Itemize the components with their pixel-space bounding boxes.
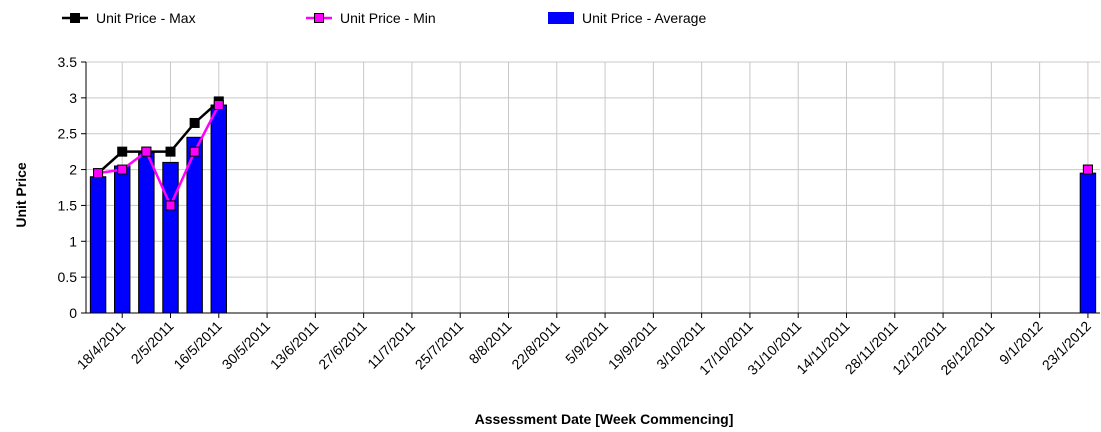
x-tick-label: 19/9/2011 — [605, 318, 660, 373]
x-tick-label: 13/6/2011 — [267, 318, 322, 373]
marker — [117, 146, 128, 157]
line — [98, 105, 1088, 205]
y-tick-label: 0 — [69, 305, 77, 321]
marker — [189, 117, 200, 128]
x-tick-label: 30/5/2011 — [219, 318, 274, 373]
marker — [141, 146, 152, 157]
marker — [117, 164, 128, 175]
line — [98, 101, 1088, 173]
y-tick-label: 3 — [69, 90, 77, 106]
legend-marker — [314, 13, 324, 23]
x-tick-label: 18/4/2011 — [74, 318, 129, 373]
legend-label: Unit Price - Min — [340, 10, 436, 26]
y-tick-label: 1 — [69, 233, 77, 249]
bar — [138, 151, 155, 314]
bar — [210, 104, 228, 314]
x-tick-label: 16/5/2011 — [170, 318, 225, 373]
x-tick-label: 8/8/2011 — [465, 318, 514, 367]
legend: Unit Price - Max Unit Price - Min Unit Pri… — [62, 10, 706, 26]
y-tick-label: 2 — [69, 162, 77, 178]
marker — [165, 146, 176, 157]
x-tick-label: 22/8/2011 — [508, 318, 563, 373]
bar — [186, 136, 203, 314]
y-tick-label: 0.5 — [58, 269, 78, 285]
x-tick-label: 23/1/2012 — [1039, 318, 1095, 374]
marker — [189, 146, 200, 157]
x-tick-label: 11/7/2011 — [364, 318, 418, 372]
marker — [165, 200, 176, 211]
x-axis-title: Assessment Date [Week Commencing] — [475, 411, 734, 427]
legend-label: Unit Price - Max — [96, 10, 196, 26]
bar — [1079, 172, 1097, 314]
legend-swatch — [548, 12, 574, 24]
marker — [93, 168, 104, 179]
y-tick-label: 2.5 — [58, 126, 78, 142]
x-tick-label: 5/9/2011 — [562, 318, 611, 367]
x-tick-label: 25/7/2011 — [412, 318, 467, 373]
legend-marker — [70, 13, 80, 23]
y-axis-title: Unit Price — [13, 162, 29, 228]
marker — [1082, 164, 1093, 175]
bar — [113, 165, 131, 314]
x-tick-label: 2/5/2011 — [127, 318, 176, 367]
bar — [162, 161, 179, 314]
marker — [213, 100, 224, 111]
y-tick-label: 3.5 — [58, 54, 78, 70]
x-tick-label: 27/6/2011 — [315, 318, 370, 373]
x-tick-label: 9/1/2012 — [996, 318, 1046, 368]
y-tick-label: 1.5 — [58, 197, 78, 213]
bar — [89, 176, 107, 314]
legend-label: Unit Price - Average — [582, 10, 706, 26]
